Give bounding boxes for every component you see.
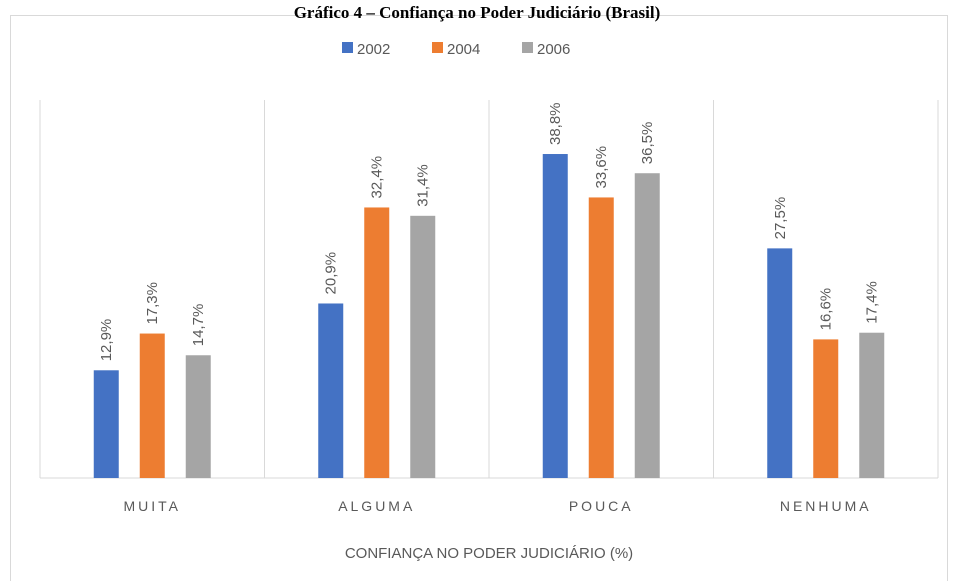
bar [767,248,793,478]
bar [542,154,568,478]
legend-swatch [522,42,533,53]
bar [185,355,211,478]
x-tick-label: MUITA [123,498,181,514]
bar [93,370,119,478]
data-label: 16,6% [818,288,835,331]
x-tick-label: ALGUMA [338,498,415,514]
data-label: 20,9% [323,252,340,295]
data-label: 32,4% [369,156,386,199]
legend-label: 2006 [537,41,570,58]
data-label: 12,9% [98,319,115,362]
legend-label: 2002 [357,41,390,58]
bar [634,173,660,478]
bar [318,303,344,478]
data-label: 17,4% [864,281,881,324]
legend-swatch [342,42,353,53]
bar [410,215,436,478]
bar [139,333,165,478]
bar [364,207,390,478]
x-tick-label: NENHUMA [780,498,872,514]
bar [813,339,839,478]
data-label: 14,7% [190,304,207,347]
legend-swatch [432,42,443,53]
x-tick-label: POUCA [569,498,634,514]
data-label: 36,5% [639,122,656,165]
data-label: 27,5% [772,197,789,240]
bar [859,332,885,478]
chart-title: Gráfico 4 – Confiança no Poder Judiciári… [294,3,661,22]
data-label: 33,6% [593,146,610,189]
chart-border [10,15,948,581]
x-axis-title: CONFIANÇA NO PODER JUDICIÁRIO (%) [345,545,633,562]
data-label: 31,4% [415,164,432,207]
bar [588,197,614,478]
legend-label: 2004 [447,41,480,58]
data-label: 17,3% [144,282,161,325]
data-label: 38,8% [547,102,564,145]
